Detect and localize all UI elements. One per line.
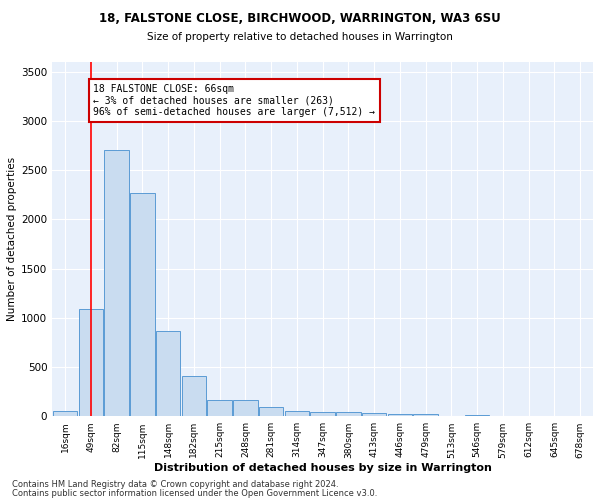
- Bar: [284, 411, 309, 416]
- Bar: [310, 412, 335, 416]
- Bar: [53, 411, 77, 416]
- Text: Contains HM Land Registry data © Crown copyright and database right 2024.: Contains HM Land Registry data © Crown c…: [12, 480, 338, 489]
- Bar: [156, 330, 181, 416]
- Bar: [79, 309, 103, 416]
- Bar: [465, 415, 490, 416]
- Bar: [413, 414, 438, 416]
- Text: 18, FALSTONE CLOSE, BIRCHWOOD, WARRINGTON, WA3 6SU: 18, FALSTONE CLOSE, BIRCHWOOD, WARRINGTO…: [99, 12, 501, 26]
- Bar: [388, 414, 412, 416]
- Y-axis label: Number of detached properties: Number of detached properties: [7, 157, 17, 321]
- Text: Size of property relative to detached houses in Warrington: Size of property relative to detached ho…: [147, 32, 453, 42]
- Bar: [208, 400, 232, 416]
- Bar: [336, 412, 361, 416]
- Bar: [259, 408, 283, 416]
- Bar: [362, 414, 386, 416]
- Bar: [182, 376, 206, 416]
- Bar: [130, 193, 155, 416]
- Text: 18 FALSTONE CLOSE: 66sqm
← 3% of detached houses are smaller (263)
96% of semi-d: 18 FALSTONE CLOSE: 66sqm ← 3% of detache…: [94, 84, 376, 117]
- Bar: [104, 150, 129, 416]
- Text: Contains public sector information licensed under the Open Government Licence v3: Contains public sector information licen…: [12, 488, 377, 498]
- Bar: [233, 400, 257, 416]
- X-axis label: Distribution of detached houses by size in Warrington: Distribution of detached houses by size …: [154, 463, 491, 473]
